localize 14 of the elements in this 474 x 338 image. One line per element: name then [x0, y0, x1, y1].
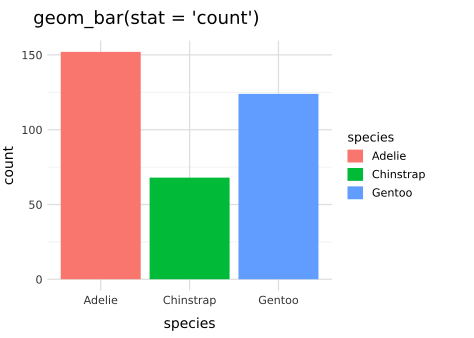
- chart-title: geom_bar(stat = 'count'): [34, 10, 258, 28]
- x-axis-title: species: [164, 317, 215, 331]
- y-axis-title: count: [3, 146, 14, 184]
- y-tick-label: 0: [36, 275, 42, 284]
- x-tick-label: Gentoo: [258, 296, 298, 304]
- legend-label: Gentoo: [372, 188, 412, 197]
- legend-label: Adelie: [372, 151, 406, 160]
- x-tick-label: Adelie: [84, 296, 118, 304]
- legend-label: Chinstrap: [372, 170, 425, 180]
- legend-title: species: [348, 132, 394, 144]
- y-tick-label: 50: [29, 200, 42, 209]
- y-tick-label: 150: [22, 50, 42, 60]
- y-tick-label: 100: [22, 126, 42, 134]
- x-tick-label: Chinstrap: [163, 296, 216, 306]
